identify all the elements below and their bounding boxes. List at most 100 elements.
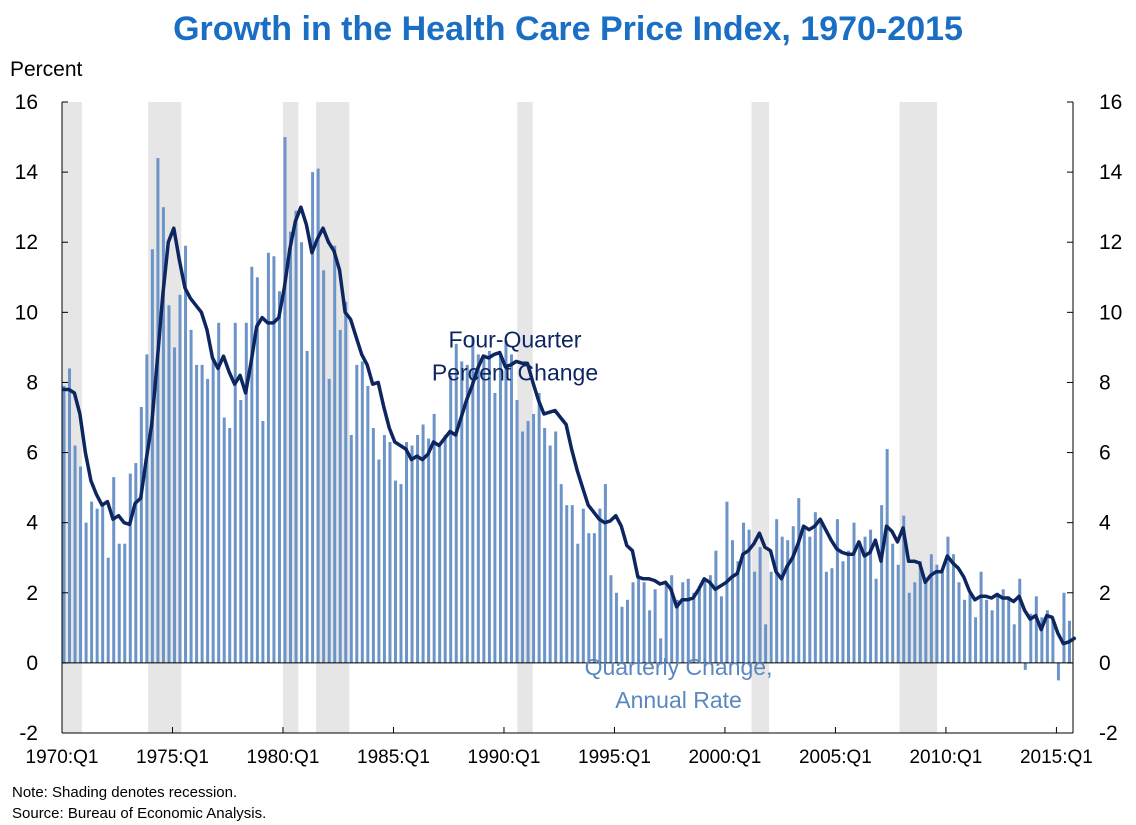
bar xyxy=(123,543,127,663)
source-note: Source: Bureau of Economic Analysis. xyxy=(12,805,267,822)
x-tick-label: 2010:Q1 xyxy=(909,747,982,768)
bar xyxy=(233,322,237,663)
bar xyxy=(708,575,712,663)
bar xyxy=(300,242,304,663)
bar xyxy=(416,435,420,663)
bar xyxy=(432,413,436,663)
bar xyxy=(399,484,403,663)
x-tick-label: 1990:Q1 xyxy=(468,747,541,768)
bar xyxy=(172,347,176,663)
bar xyxy=(963,599,967,663)
bar xyxy=(885,449,889,663)
bar xyxy=(360,361,364,663)
bar xyxy=(614,592,618,663)
y-tick-label-right: 14 xyxy=(1099,161,1123,184)
bar xyxy=(521,431,525,663)
bar xyxy=(603,484,607,663)
x-tick-label: 1995:Q1 xyxy=(578,747,651,768)
bar xyxy=(1023,662,1027,670)
bar xyxy=(62,385,66,663)
annotation-label: Quarterly Change, xyxy=(585,654,773,680)
bar xyxy=(349,435,353,663)
bar xyxy=(217,322,221,663)
bar xyxy=(775,519,779,663)
bar xyxy=(852,522,856,663)
y-tick-label-right: 10 xyxy=(1099,301,1122,324)
bar xyxy=(95,508,99,663)
x-tick-label: 2000:Q1 xyxy=(688,747,761,768)
quarterly-change-bars xyxy=(62,137,1071,681)
bar xyxy=(819,522,823,663)
bar xyxy=(686,578,690,663)
bar xyxy=(443,435,447,663)
y-tick-label-left: 4 xyxy=(26,512,38,535)
bar xyxy=(128,473,132,663)
bar xyxy=(504,340,508,663)
bar xyxy=(565,505,569,663)
bar xyxy=(427,438,431,663)
bar xyxy=(139,406,143,663)
bar xyxy=(438,445,442,663)
bar xyxy=(543,428,547,663)
bar xyxy=(465,364,469,663)
recession-band-4 xyxy=(517,102,533,733)
bar xyxy=(736,561,740,663)
bar xyxy=(714,550,718,663)
bar xyxy=(476,354,480,663)
y-tick-label-left: -2 xyxy=(19,722,38,745)
y-tick-label-right: 0 xyxy=(1099,652,1111,675)
bar xyxy=(880,505,884,663)
bar xyxy=(156,158,160,663)
bar xyxy=(498,354,502,663)
x-tick-label: 1980:Q1 xyxy=(247,747,320,768)
bar xyxy=(200,364,204,663)
x-tick-label: 1970:Q1 xyxy=(26,747,99,768)
axes: -2 -2 0 0 2 2 4 4 6 6 8 8 10 10 12 12 14 14 16 16 1970:Q1 197… xyxy=(15,91,1123,768)
bar xyxy=(244,322,248,663)
bar xyxy=(957,582,961,663)
bar xyxy=(990,610,994,663)
bar xyxy=(460,361,464,663)
x-tick-label: 2015:Q1 xyxy=(1020,747,1093,768)
y-axis-label: Percent xyxy=(10,58,83,81)
bar xyxy=(570,505,574,663)
annotation-label: Percent Change xyxy=(432,359,598,385)
bar xyxy=(592,533,596,663)
bar xyxy=(134,463,138,663)
bar xyxy=(84,522,88,663)
bar xyxy=(532,413,536,663)
bar xyxy=(112,477,116,663)
y-tick-label-left: 0 xyxy=(26,652,38,675)
y-tick-label-left: 16 xyxy=(15,91,38,114)
bar xyxy=(648,610,652,663)
bar xyxy=(869,529,873,663)
bar xyxy=(780,536,784,663)
bar xyxy=(985,599,989,663)
bar xyxy=(924,578,928,663)
bar xyxy=(631,582,635,663)
bar xyxy=(405,442,409,663)
bar xyxy=(355,364,359,663)
bar xyxy=(1018,578,1022,663)
bar xyxy=(1034,596,1038,663)
bar xyxy=(1051,620,1055,663)
bar xyxy=(487,350,491,663)
bar xyxy=(316,168,320,663)
bar xyxy=(261,421,265,663)
bar xyxy=(670,575,674,663)
bar xyxy=(189,329,193,663)
bar xyxy=(294,210,298,663)
bar xyxy=(482,354,486,663)
bar xyxy=(421,424,425,663)
bar xyxy=(642,582,646,663)
bar xyxy=(996,592,1000,663)
bar xyxy=(554,431,558,663)
bar xyxy=(255,277,259,663)
bar xyxy=(609,575,613,663)
bar xyxy=(73,445,77,663)
bar xyxy=(659,638,663,663)
bar xyxy=(410,445,414,663)
bar xyxy=(449,375,453,663)
bar xyxy=(90,501,94,663)
